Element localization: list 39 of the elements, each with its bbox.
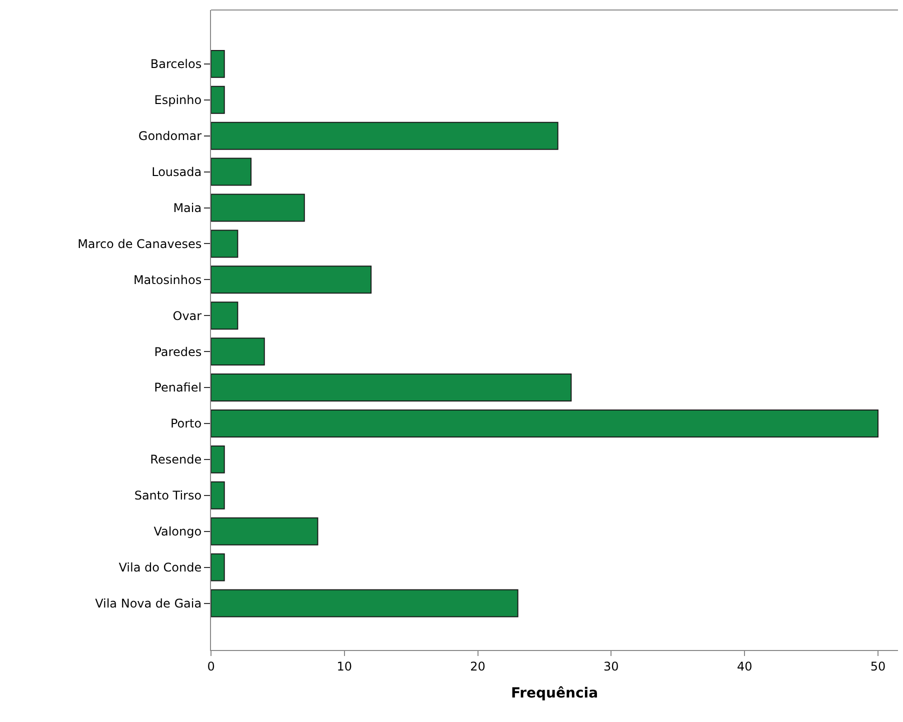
bar: [211, 122, 558, 150]
y-tick-label: Maia: [173, 200, 202, 215]
bar: [211, 194, 305, 222]
x-tick-label: 30: [604, 659, 619, 674]
y-tick-label: Porto: [170, 416, 202, 431]
bar: [211, 86, 225, 114]
y-tick-label: Marco de Canaveses: [78, 236, 202, 251]
y-tick-label: Resende: [150, 452, 202, 467]
y-tick-label: Penafiel: [154, 380, 202, 395]
bar: [211, 481, 225, 510]
bar: [211, 553, 225, 582]
y-tick-label: Paredes: [154, 344, 202, 359]
x-tick-label: 40: [736, 659, 752, 674]
bar: [211, 410, 878, 438]
y-tick-label: Ovar: [172, 308, 202, 323]
bar: [211, 589, 518, 618]
x-tick-label: 50: [870, 659, 886, 674]
bar: [211, 374, 572, 402]
x-axis-title: Frequência: [510, 686, 598, 702]
y-tick-label: Santo Tirso: [134, 488, 202, 503]
y-tick-label: Matosinhos: [133, 272, 202, 287]
bar: [211, 338, 265, 366]
y-tick-label: Espinho: [154, 93, 202, 108]
bar: [211, 517, 318, 546]
y-tick-label: Gondomar: [138, 129, 202, 144]
y-tick-label: Barcelos: [150, 57, 202, 72]
y-tick-label: Vila Nova de Gaia: [95, 596, 202, 610]
x-tick-label: 20: [470, 659, 486, 674]
bar: [211, 158, 252, 186]
x-tick-label: 0: [207, 659, 215, 674]
x-tick-label: 10: [336, 659, 352, 674]
bar: [211, 302, 238, 330]
y-tick-label: Vila do Conde: [118, 560, 202, 574]
bar: [211, 266, 372, 294]
bar: [211, 50, 225, 78]
bar: [211, 445, 225, 474]
y-tick-label: Valongo: [154, 524, 202, 539]
y-tick-label: Lousada: [152, 165, 202, 179]
bar: [211, 230, 238, 258]
